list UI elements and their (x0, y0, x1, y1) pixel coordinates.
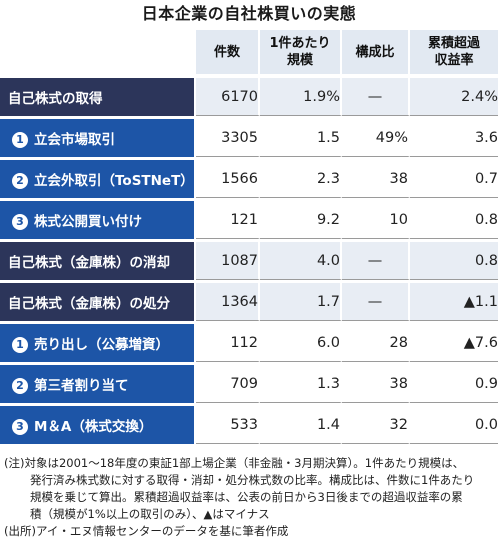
row-label: 自己株式（金庫株）の消却 (0, 239, 196, 280)
note-line: 発行済み株式数に対する取得・消却・処分株式数の比率。構成比は、件数に1件あたり (30, 473, 475, 487)
row-label: 1 立会市場取引 (0, 116, 196, 157)
cell-count: 533 (196, 403, 260, 444)
cell-scale: 9.2 (260, 198, 342, 239)
table-row: 2 第三者割り当て 709 1.3 38 0.9 (0, 362, 498, 403)
table-row: 2 立会外取引（ToSTNeT） 1566 2.3 38 0.7 (0, 157, 498, 198)
cell-composition: — (342, 239, 410, 280)
cell-composition: 32 (342, 403, 410, 444)
table-row: 1 売り出し（公募増資） 112 6.0 28 ▲7.6 (0, 321, 498, 362)
cell-composition: — (342, 280, 410, 321)
cell-scale: 1.7 (260, 280, 342, 321)
note-line: 規模を乗じて算出。累積超過収益率は、公表の前日から3日後までの超過収益率の累 (30, 490, 463, 504)
cell-composition: — (342, 74, 410, 116)
cell-return: 0.7 (410, 157, 498, 198)
number-badge: 1 (12, 132, 28, 148)
cell-scale: 2.3 (260, 157, 342, 198)
note-line: 積（規模が1%以上の取引のみ）、▲はマイナス (30, 507, 270, 521)
buyback-table: 件数 1件あたり 規模 構成比 累積超過 収益率 自己株式の取得 6170 1.… (0, 30, 498, 444)
cell-composition: 10 (342, 198, 410, 239)
table-row: 自己株式の取得 6170 1.9% — 2.4% (0, 74, 498, 116)
cell-count: 112 (196, 321, 260, 362)
row-label: 2 立会外取引（ToSTNeT） (0, 157, 196, 198)
cell-scale: 4.0 (260, 239, 342, 280)
cell-count: 6170 (196, 74, 260, 116)
cell-return: 2.4% (410, 74, 498, 116)
header-scale: 1件あたり 規模 (260, 30, 342, 74)
cell-return: 0.8 (410, 239, 498, 280)
table-row: 3 株式公開買い付け 121 9.2 10 0.8 (0, 198, 498, 239)
row-label: 1 売り出し（公募増資） (0, 321, 196, 362)
header-count: 件数 (196, 30, 260, 74)
number-badge: 3 (12, 419, 28, 435)
row-label: 2 第三者割り当て (0, 362, 196, 403)
cell-scale: 1.4 (260, 403, 342, 444)
cell-count: 1087 (196, 239, 260, 280)
number-badge: 3 (12, 214, 28, 230)
cell-composition: 38 (342, 157, 410, 198)
row-label: 自己株式の取得 (0, 74, 196, 116)
cell-return: 0.0 (410, 403, 498, 444)
cell-return: ▲7.6 (410, 321, 498, 362)
cell-count: 121 (196, 198, 260, 239)
header-row: 件数 1件あたり 規模 構成比 累積超過 収益率 (0, 30, 498, 74)
cell-count: 3305 (196, 116, 260, 157)
footnotes: (注)対象は2001～18年度の東証1部上場企業（非金融・3月期決算）。1件あた… (4, 455, 494, 540)
source-line: (出所)アイ・エヌ情報センターのデータを基に筆者作成 (4, 524, 289, 538)
cell-return: 3.6 (410, 116, 498, 157)
header-composition: 構成比 (342, 30, 410, 74)
cell-composition: 49% (342, 116, 410, 157)
row-label: 3 M＆A（株式交換） (0, 403, 196, 444)
row-label: 自己株式（金庫株）の処分 (0, 280, 196, 321)
number-badge: 1 (12, 337, 28, 353)
cell-count: 709 (196, 362, 260, 403)
table-row: 1 立会市場取引 3305 1.5 49% 3.6 (0, 116, 498, 157)
table-row: 3 M＆A（株式交換） 533 1.4 32 0.0 (0, 403, 498, 444)
cell-return: ▲1.1 (410, 280, 498, 321)
header-corner (0, 30, 196, 74)
cell-scale: 1.9% (260, 74, 342, 116)
cell-scale: 1.3 (260, 362, 342, 403)
table-body: 自己株式の取得 6170 1.9% — 2.4% 1 立会市場取引 3305 1.… (0, 74, 498, 444)
cell-count: 1364 (196, 280, 260, 321)
table-row: 自己株式（金庫株）の処分 1364 1.7 — ▲1.1 (0, 280, 498, 321)
table-title: 日本企業の自社株買いの実態 (141, 4, 357, 23)
cell-composition: 28 (342, 321, 410, 362)
cell-scale: 1.5 (260, 116, 342, 157)
note-line: (注)対象は2001～18年度の東証1部上場企業（非金融・3月期決算）。1件あた… (4, 456, 465, 470)
cell-composition: 38 (342, 362, 410, 403)
cell-return: 0.8 (410, 198, 498, 239)
cell-scale: 6.0 (260, 321, 342, 362)
number-badge: 2 (12, 173, 28, 189)
cell-count: 1566 (196, 157, 260, 198)
number-badge: 2 (12, 378, 28, 394)
table-row: 自己株式（金庫株）の消却 1087 4.0 — 0.8 (0, 239, 498, 280)
header-return: 累積超過 収益率 (410, 30, 498, 74)
cell-return: 0.9 (410, 362, 498, 403)
row-label: 3 株式公開買い付け (0, 198, 196, 239)
